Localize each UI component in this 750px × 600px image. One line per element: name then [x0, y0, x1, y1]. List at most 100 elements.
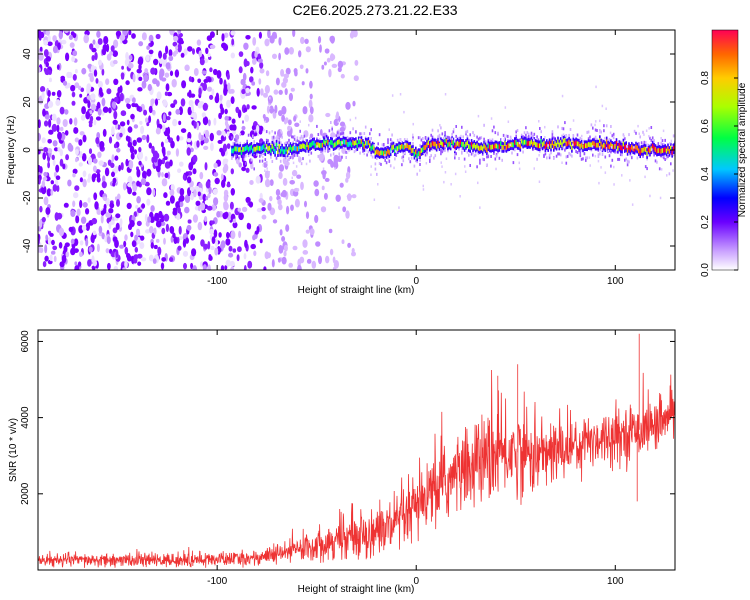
heatmap-cell	[81, 106, 86, 115]
heatmap-cell	[537, 138, 540, 142]
heatmap-cell	[640, 141, 643, 145]
heatmap-cell	[264, 143, 267, 147]
heatmap-cell	[106, 88, 112, 95]
heatmap-cell	[259, 192, 263, 200]
heatmap-cell	[70, 209, 76, 217]
heatmap-cell	[146, 168, 152, 177]
heatmap-cell	[45, 207, 51, 215]
heatmap-cell	[562, 146, 565, 150]
heatmap-cell	[39, 166, 43, 174]
heatmap-cell	[205, 129, 210, 139]
heatmap-cell	[277, 144, 279, 148]
heatmap-cell	[166, 116, 171, 121]
heatmap-cell	[369, 143, 371, 149]
heatmap-cell	[169, 226, 174, 234]
heatmap-cell	[646, 151, 648, 156]
heatmap-cell	[536, 157, 538, 161]
heatmap-cell	[337, 140, 339, 145]
heatmap-cell	[145, 117, 149, 123]
heatmap-cell	[621, 174, 623, 177]
heatmap-cell	[152, 78, 158, 85]
heatmap-cell	[84, 30, 90, 36]
heatmap-cell	[224, 108, 228, 115]
heatmap-cell	[41, 185, 47, 195]
y-tick-label: -40	[22, 238, 33, 253]
heatmap-cell	[636, 156, 639, 160]
heatmap-cell	[50, 180, 54, 185]
heatmap-cell	[526, 131, 529, 135]
heatmap-cell	[115, 222, 120, 230]
heatmap-cell	[398, 144, 400, 150]
heatmap-cell	[88, 246, 93, 253]
heatmap-cell	[119, 85, 123, 93]
heatmap-cell	[200, 239, 205, 247]
heatmap-cell	[184, 206, 190, 214]
heatmap-cell	[305, 46, 311, 53]
heatmap-cell	[309, 228, 315, 236]
heatmap-cell	[537, 143, 540, 149]
heatmap-cell	[585, 158, 587, 162]
heatmap-cell	[454, 145, 456, 151]
heatmap-cell	[64, 130, 69, 136]
heatmap-cell	[426, 151, 428, 155]
heatmap-cell	[67, 82, 71, 89]
heatmap-cell	[638, 132, 640, 135]
heatmap-cell	[273, 34, 278, 39]
heatmap-cell	[126, 119, 130, 126]
heatmap-cell	[511, 142, 513, 147]
heatmap-cell	[136, 196, 141, 204]
heatmap-cell	[452, 140, 455, 146]
heatmap-cell	[534, 142, 537, 147]
heatmap-cell	[241, 166, 247, 172]
heatmap-cell	[505, 134, 508, 138]
colorbar-tick-label: 0.8	[700, 71, 711, 85]
heatmap-cell	[622, 133, 625, 137]
heatmap-cell	[273, 89, 279, 95]
heatmap-cell	[139, 120, 143, 125]
heatmap-cell	[525, 133, 527, 137]
heatmap-cell	[68, 35, 73, 40]
heatmap-cell	[451, 137, 454, 141]
heatmap-cell	[585, 156, 587, 160]
heatmap-cell	[385, 151, 388, 156]
heatmap-cell	[96, 30, 101, 38]
heatmap-cell	[181, 80, 187, 89]
heatmap-cell	[345, 210, 350, 219]
heatmap-cell	[137, 56, 144, 66]
heatmap-cell	[281, 146, 283, 152]
heatmap-cell	[238, 147, 240, 153]
heatmap-cell	[233, 146, 236, 152]
heatmap-cell	[388, 150, 391, 155]
heatmap-cell	[79, 177, 83, 183]
heatmap-cell	[167, 171, 171, 180]
heatmap-cell	[199, 171, 204, 180]
heatmap-cell	[371, 155, 374, 159]
heatmap-cell	[466, 140, 469, 146]
heatmap-cell	[610, 164, 612, 168]
heatmap-cell	[589, 142, 591, 148]
heatmap-cell	[266, 105, 270, 114]
heatmap-cell	[43, 196, 49, 206]
heatmap-cell	[399, 93, 402, 96]
heatmap-cell	[465, 130, 467, 134]
heatmap-cell	[153, 58, 159, 66]
heatmap-cell	[125, 135, 129, 142]
heatmap-cell	[265, 70, 270, 77]
heatmap-cell	[515, 130, 517, 134]
heatmap-cell	[626, 163, 629, 167]
heatmap-cell	[116, 92, 120, 97]
heatmap-cell	[130, 152, 135, 160]
heatmap-cell	[335, 194, 341, 202]
heatmap-cell	[629, 153, 632, 157]
heatmap-cell	[642, 143, 644, 147]
heatmap-cell	[310, 151, 313, 155]
heatmap-cell	[449, 137, 452, 141]
heatmap-cell	[403, 144, 406, 150]
heatmap-cell	[431, 147, 434, 151]
heatmap-cell	[618, 157, 621, 161]
heatmap-cell	[112, 50, 118, 57]
heatmap-cell	[557, 125, 559, 129]
heatmap-cell	[219, 103, 223, 110]
heatmap-cell	[621, 145, 623, 151]
heatmap-cell	[629, 179, 631, 182]
